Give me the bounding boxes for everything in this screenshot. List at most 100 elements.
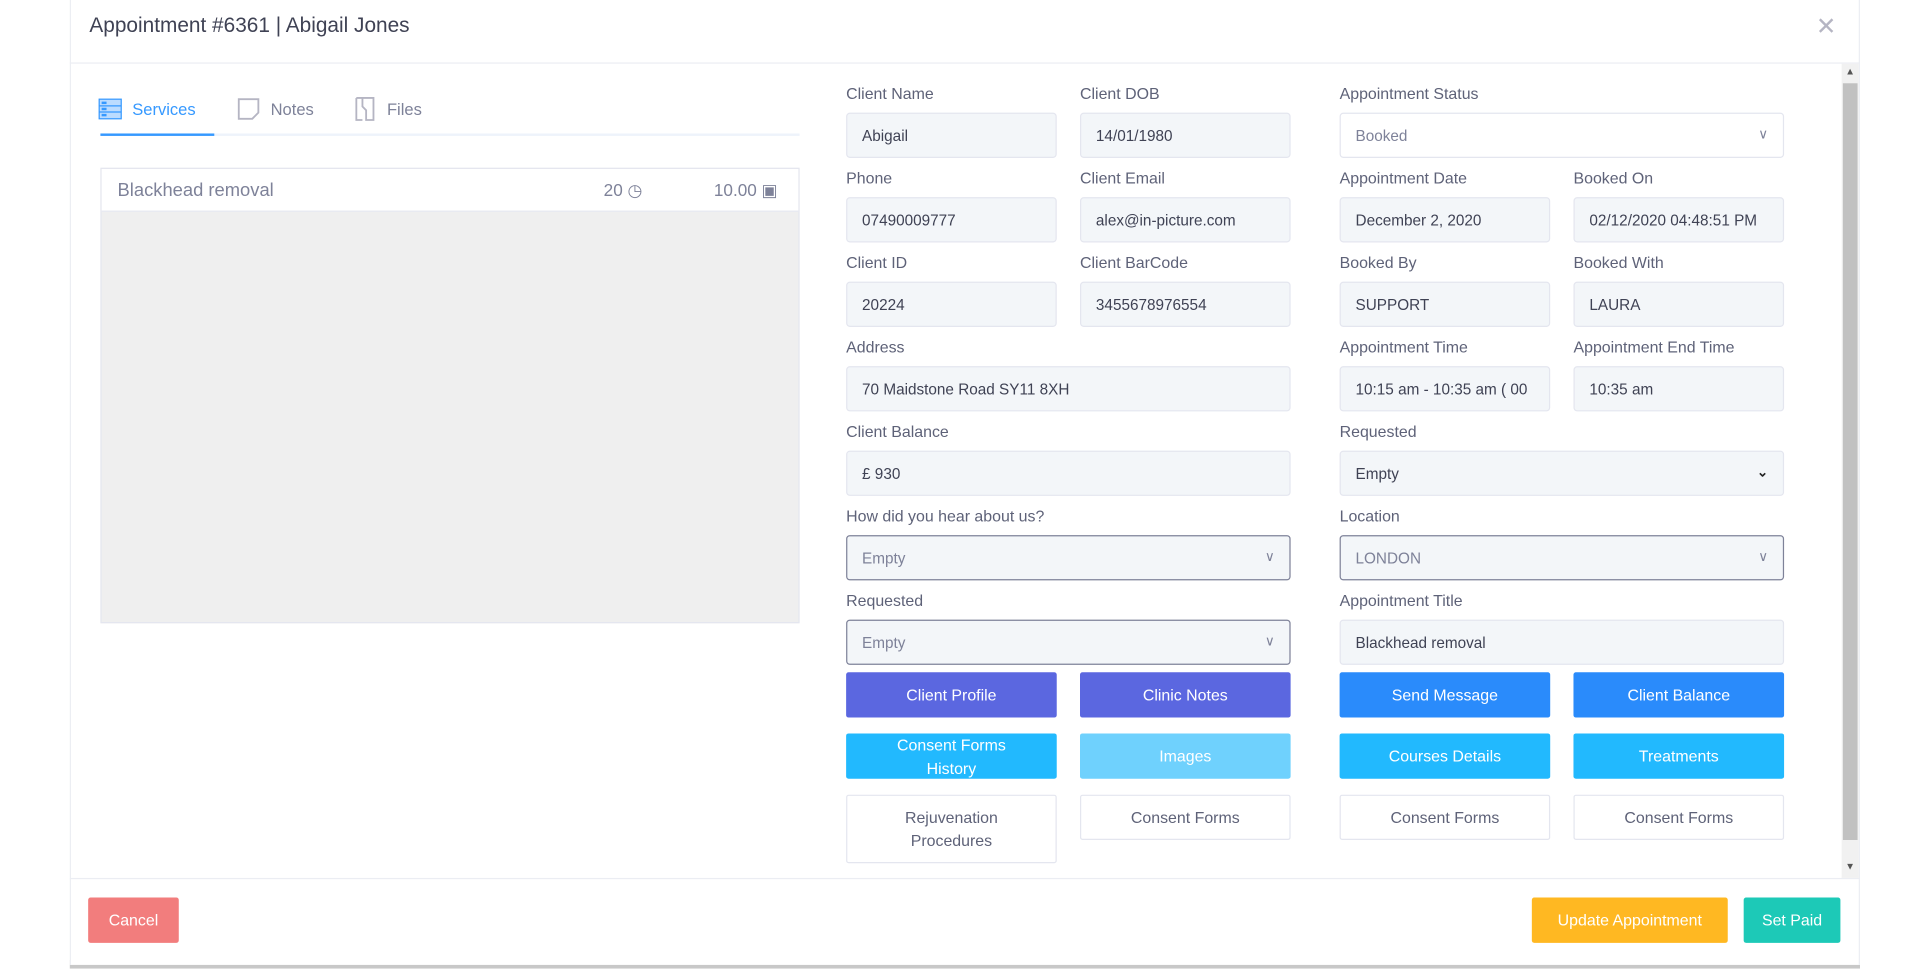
client-profile-button[interactable]: Client Profile (846, 672, 1057, 718)
scroll-up-icon[interactable]: ▲ (1845, 66, 1856, 78)
requested-right-value: Empty (1355, 464, 1399, 482)
location-value: LONDON (1355, 549, 1422, 567)
footer-divider (69, 877, 1861, 880)
appointment-time-label: Appointment Time (1339, 337, 1468, 357)
modal-title: Appointment #6361 | Abigail Jones (89, 13, 410, 37)
appointment-title-value: Blackhead removal (1355, 633, 1486, 651)
service-duration: 20 ◷ (603, 180, 643, 200)
tab-active-indicator (100, 133, 215, 136)
client-id-label: Client ID (846, 253, 908, 272)
appointment-time-value: 10:15 am - 10:35 am ( 00 (1355, 380, 1528, 398)
server-icon (98, 98, 122, 120)
tab-label: Services (132, 99, 196, 119)
appointment-title-label: Appointment Title (1339, 591, 1463, 610)
booked-by-value: SUPPORT (1355, 295, 1430, 313)
booked-with-input[interactable]: LAURA (1573, 281, 1785, 327)
cancel-button[interactable]: Cancel (88, 897, 179, 943)
clinic-notes-button[interactable]: Clinic Notes (1080, 672, 1291, 718)
courses-details-button[interactable]: Courses Details (1339, 733, 1551, 779)
appointment-end-time-label: Appointment End Time (1573, 337, 1735, 357)
hear-about-select[interactable]: Empty ∨ (846, 535, 1291, 581)
requested-left-label: Requested (846, 591, 924, 610)
chevron-down-icon: ∨ (1758, 127, 1769, 143)
consent-history-button[interactable]: Consent Forms History (846, 733, 1057, 779)
client-balance-value: £ 930 (862, 464, 901, 482)
tab-notes[interactable]: Notes (236, 96, 314, 123)
tab-label: Notes (270, 99, 314, 119)
consent-forms-3-button[interactable]: Consent Forms (1573, 794, 1785, 841)
appointment-title-input[interactable]: Blackhead removal (1339, 619, 1785, 665)
address-value: 70 Maidstone Road SY11 8XH (862, 380, 1070, 398)
client-email-input[interactable]: alex@in-picture.com (1080, 197, 1291, 243)
tab-label: Files (386, 99, 422, 119)
requested-left-select[interactable]: Empty ∨ (846, 619, 1291, 665)
appointment-date-input[interactable]: December 2, 2020 (1339, 197, 1551, 243)
file-icon (355, 97, 375, 121)
appointment-status-value: Booked (1355, 126, 1408, 144)
consent-forms-1-button[interactable]: Consent Forms (1080, 794, 1291, 841)
service-name: Blackhead removal (117, 180, 274, 201)
set-paid-button[interactable]: Set Paid (1743, 897, 1841, 943)
location-label: Location (1339, 506, 1400, 526)
tab-files[interactable]: Files (353, 96, 422, 123)
client-dob-input[interactable]: 14/01/1980 (1080, 112, 1291, 158)
appointment-date-value: December 2, 2020 (1355, 211, 1482, 229)
client-name-label: Client Name (846, 84, 934, 103)
consent-forms-2-button[interactable]: Consent Forms (1339, 794, 1551, 841)
requested-right-label: Requested (1339, 422, 1417, 441)
service-row[interactable]: Blackhead removal 20 ◷ 10.00 ▣ (101, 168, 799, 212)
appointment-status-label: Appointment Status (1339, 84, 1479, 103)
appointment-date-label: Appointment Date (1339, 168, 1468, 188)
client-balance-input[interactable]: £ 930 (846, 450, 1291, 496)
phone-value: 07490009777 (862, 211, 956, 229)
client-email-label: Client Email (1080, 168, 1165, 188)
client-email-value: alex@in-picture.com (1095, 211, 1236, 229)
note-icon (237, 98, 260, 120)
booked-by-label: Booked By (1339, 253, 1417, 272)
chevron-down-icon: ⌄ (1756, 465, 1769, 481)
chevron-down-icon: ∨ (1264, 634, 1275, 649)
location-select[interactable]: LONDON ∨ (1339, 535, 1785, 581)
client-barcode-label: Client BarCode (1080, 253, 1188, 272)
address-label: Address (846, 337, 905, 357)
appointment-status-select[interactable]: Booked ∨ (1339, 112, 1785, 158)
requested-left-value: Empty (862, 633, 906, 651)
rejuvenation-button[interactable]: Rejuvenation Procedures (846, 794, 1057, 864)
treatments-button[interactable]: Treatments (1573, 733, 1785, 779)
booked-with-label: Booked With (1573, 253, 1664, 272)
booked-on-label: Booked On (1573, 168, 1654, 188)
appointment-end-time-input[interactable]: 10:35 am (1573, 366, 1785, 412)
hear-about-value: Empty (862, 549, 906, 567)
client-barcode-input[interactable]: 3455678976554 (1080, 281, 1291, 327)
client-name-input[interactable]: Abigail (846, 112, 1057, 158)
header-divider (69, 62, 1861, 64)
scroll-down-icon[interactable]: ▼ (1845, 860, 1856, 872)
scrollbar-thumb[interactable] (1842, 83, 1858, 841)
booked-on-value: 02/12/2020 04:48:51 PM (1589, 211, 1758, 229)
tabs-underline (100, 133, 800, 136)
send-message-button[interactable]: Send Message (1339, 672, 1551, 718)
client-balance-label: Client Balance (846, 422, 949, 441)
appointment-time-input[interactable]: 10:15 am - 10:35 am ( 00 (1339, 366, 1551, 412)
booked-on-input[interactable]: 02/12/2020 04:48:51 PM (1573, 197, 1785, 243)
images-button[interactable]: Images (1080, 733, 1291, 779)
phone-input[interactable]: 07490009777 (846, 197, 1057, 243)
client-name-value: Abigail (862, 126, 908, 144)
clock-icon: ◷ (627, 180, 643, 200)
close-icon[interactable]: ✕ (1815, 13, 1837, 41)
requested-right-select[interactable]: Empty ⌄ (1339, 450, 1785, 496)
client-barcode-value: 3455678976554 (1095, 295, 1207, 313)
client-id-input[interactable]: 20224 (846, 281, 1057, 327)
client-dob-label: Client DOB (1080, 84, 1160, 103)
booked-by-input[interactable]: SUPPORT (1339, 281, 1551, 327)
client-balance-button[interactable]: Client Balance (1573, 672, 1785, 718)
service-price: 10.00 ▣ (713, 180, 778, 200)
hear-about-label: How did you hear about us? (846, 506, 1045, 526)
booked-with-value: LAURA (1589, 295, 1641, 313)
phone-label: Phone (846, 168, 893, 188)
update-appointment-button[interactable]: Update Appointment (1531, 897, 1728, 943)
client-dob-value: 14/01/1980 (1095, 126, 1173, 144)
tab-services[interactable]: Services (98, 96, 196, 123)
appointment-end-time-value: 10:35 am (1589, 380, 1654, 398)
address-input[interactable]: 70 Maidstone Road SY11 8XH (846, 366, 1291, 412)
